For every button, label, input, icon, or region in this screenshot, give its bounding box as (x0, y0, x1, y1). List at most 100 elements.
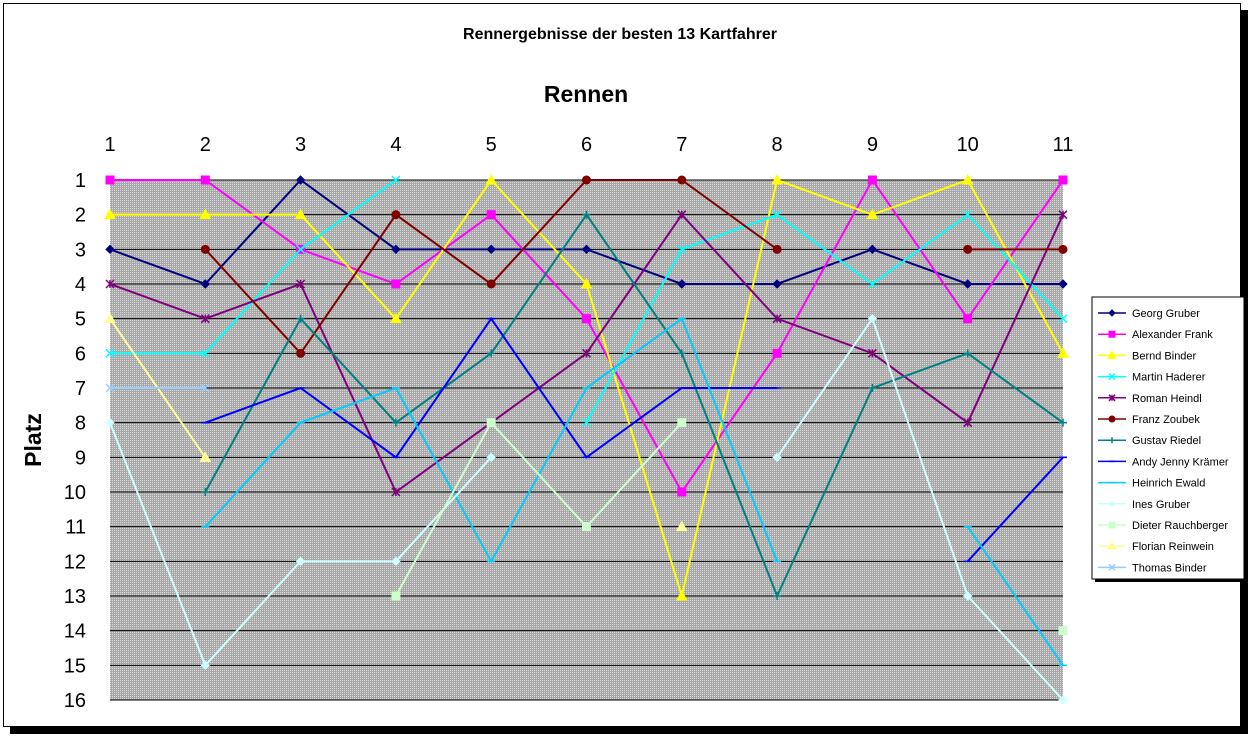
y-tick-label: 10 (64, 482, 86, 504)
series-thomas-binder (105, 383, 210, 393)
y-tick-label: 6 (75, 343, 86, 365)
legend-item: Martin Haderer (1098, 372, 1206, 384)
marker-circle (1058, 244, 1068, 254)
marker-x (200, 383, 210, 393)
marker-diamond (962, 591, 973, 601)
marker-square (200, 175, 210, 185)
marker-diamond (1058, 695, 1068, 705)
marker-x (581, 418, 592, 428)
marker-triangle (1107, 350, 1117, 359)
x-axis-title: Rennen (544, 81, 628, 107)
series-ines-gruber (105, 313, 1068, 705)
x-tick-label: 3 (295, 134, 306, 156)
marker-triangle (675, 520, 688, 532)
marker-diamond (486, 452, 496, 463)
marker-circle (391, 210, 401, 220)
marker-star (200, 314, 210, 324)
marker-plus (1059, 418, 1067, 427)
marker-square (582, 522, 591, 532)
y-tick-label: 1 (75, 170, 86, 192)
marker-square (391, 591, 401, 601)
marker-star (677, 210, 687, 220)
marker-triangle (1057, 347, 1069, 358)
legend-item: Gustav Riedel (1098, 435, 1201, 447)
marker-triangle (961, 173, 974, 185)
marker-diamond (200, 660, 211, 671)
legend-label: Heinrich Ewald (1132, 478, 1205, 490)
x-tick-label: 1 (104, 134, 115, 156)
marker-diamond (295, 556, 306, 567)
marker-diamond (200, 279, 211, 289)
marker-x (1058, 314, 1068, 324)
plot-area (110, 179, 1063, 701)
marker-square (582, 314, 591, 324)
marker-square (105, 175, 115, 185)
x-tick-label: 9 (867, 134, 878, 156)
legend-item: Roman Heindl (1098, 393, 1202, 405)
legend-label: Roman Heindl (1132, 393, 1202, 405)
y-tick-label: 7 (75, 378, 86, 400)
marker-triangle (675, 589, 688, 601)
legend-label: Georg Gruber (1132, 308, 1200, 320)
legend-item: Georg Gruber (1098, 308, 1200, 320)
marker-diamond (391, 556, 401, 567)
marker-circle (1108, 415, 1116, 423)
marker-triangle (104, 208, 116, 220)
marker-x (105, 383, 115, 393)
marker-diamond (867, 313, 878, 324)
marker-square (1108, 330, 1116, 338)
marker-circle (772, 244, 782, 254)
marker-x (296, 244, 306, 254)
marker-diamond (105, 417, 115, 428)
marker-x (105, 348, 115, 358)
marker-triangle (866, 208, 879, 220)
marker-plus (296, 314, 305, 323)
marker-diamond (772, 452, 782, 463)
legend-item: Franz Zoubek (1098, 414, 1200, 426)
marker-square (963, 314, 973, 324)
marker-plus (487, 349, 496, 358)
marker-star (581, 348, 592, 358)
legend-label: Franz Zoubek (1132, 414, 1200, 426)
series-alexander-frank (105, 175, 1068, 497)
marker-diamond (1058, 279, 1068, 289)
y-tick-label: 14 (64, 621, 86, 643)
marker-triangle (199, 451, 212, 462)
chart-title: Rennergebnisse der besten 13 Kartfahrer (463, 26, 777, 43)
marker-diamond (962, 279, 973, 289)
series-andy-jenny-kr-mer (201, 316, 1067, 563)
marker-plus (1109, 437, 1115, 444)
marker-circle (582, 175, 591, 185)
series-line (204, 212, 1064, 599)
marker-star (105, 279, 115, 289)
marker-x (867, 279, 877, 289)
marker-star (296, 279, 306, 289)
legend-label: Gustav Riedel (1132, 435, 1201, 447)
marker-x (391, 175, 401, 185)
marker-circle (200, 244, 210, 254)
series-franz-zoubek (200, 175, 1068, 358)
x-tick-label: 8 (772, 134, 783, 156)
marker-square (772, 348, 782, 358)
marker-star (772, 314, 782, 324)
y-tick-label: 9 (75, 447, 86, 469)
legend-label: Thomas Binder (1132, 562, 1207, 574)
marker-x (1108, 563, 1116, 571)
marker-x (963, 210, 973, 220)
marker-circle (486, 279, 496, 289)
series-bernd-binder (104, 173, 1069, 601)
marker-star (391, 487, 401, 497)
marker-triangle (390, 312, 402, 324)
marker-square (677, 418, 687, 428)
y-tick-label: 2 (75, 205, 86, 227)
marker-plus (677, 349, 686, 358)
y-tick-label: 13 (64, 586, 86, 608)
series-gustav-riedel (201, 210, 1067, 600)
marker-triangle (485, 173, 498, 185)
marker-diamond (1108, 500, 1116, 508)
marker-star (1058, 210, 1068, 220)
marker-star (867, 348, 877, 358)
x-tick-label: 4 (390, 134, 401, 156)
y-tick-label: 12 (64, 551, 86, 573)
